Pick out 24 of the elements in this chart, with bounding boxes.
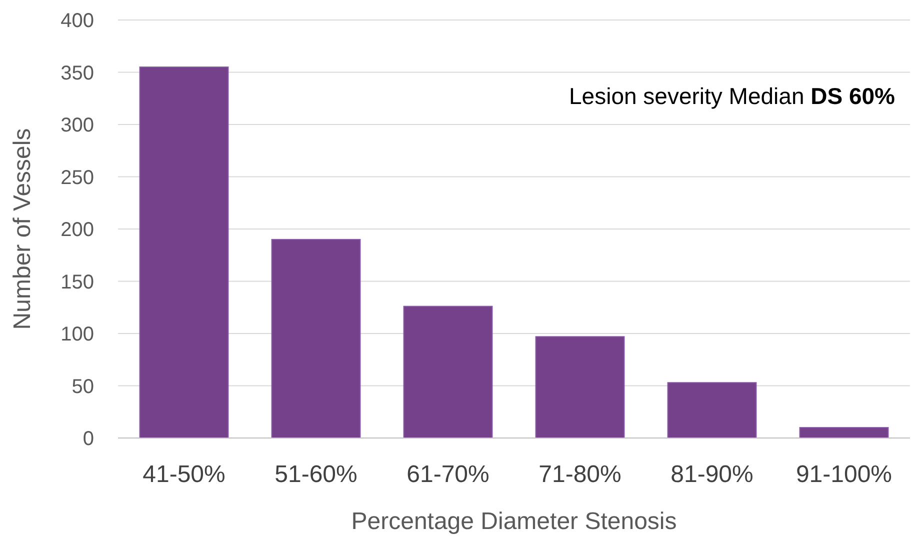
x-axis-title: Percentage Diameter Stenosis: [351, 508, 677, 535]
y-tick-label: 0: [82, 428, 94, 450]
y-tick-label: 150: [60, 271, 94, 294]
bar: [799, 427, 889, 438]
y-tick-label: 50: [72, 376, 94, 398]
y-tick-label: 300: [60, 114, 94, 136]
x-tick-label: 81-90%: [670, 461, 754, 488]
bar: [403, 306, 493, 438]
bar: [271, 238, 361, 438]
x-tick-label: 51-60%: [274, 461, 358, 488]
y-tick-label: 350: [60, 62, 94, 84]
annotation: Lesion severity Median DS 60%: [569, 83, 895, 109]
y-tick-label: 100: [60, 324, 94, 346]
x-tick-label: 61-70%: [406, 461, 490, 488]
y-tick-label: 400: [60, 10, 94, 32]
x-tick-label: 71-80%: [538, 461, 622, 488]
bar: [535, 336, 625, 438]
bar: [667, 382, 757, 438]
x-tick-label: 91-100%: [796, 461, 892, 488]
bar: [139, 66, 229, 438]
y-axis-title: Number of Vessels: [9, 128, 36, 330]
y-tick-label: 200: [60, 219, 94, 241]
y-tick-label: 250: [60, 166, 94, 189]
x-tick-label: 41-50%: [142, 461, 226, 488]
